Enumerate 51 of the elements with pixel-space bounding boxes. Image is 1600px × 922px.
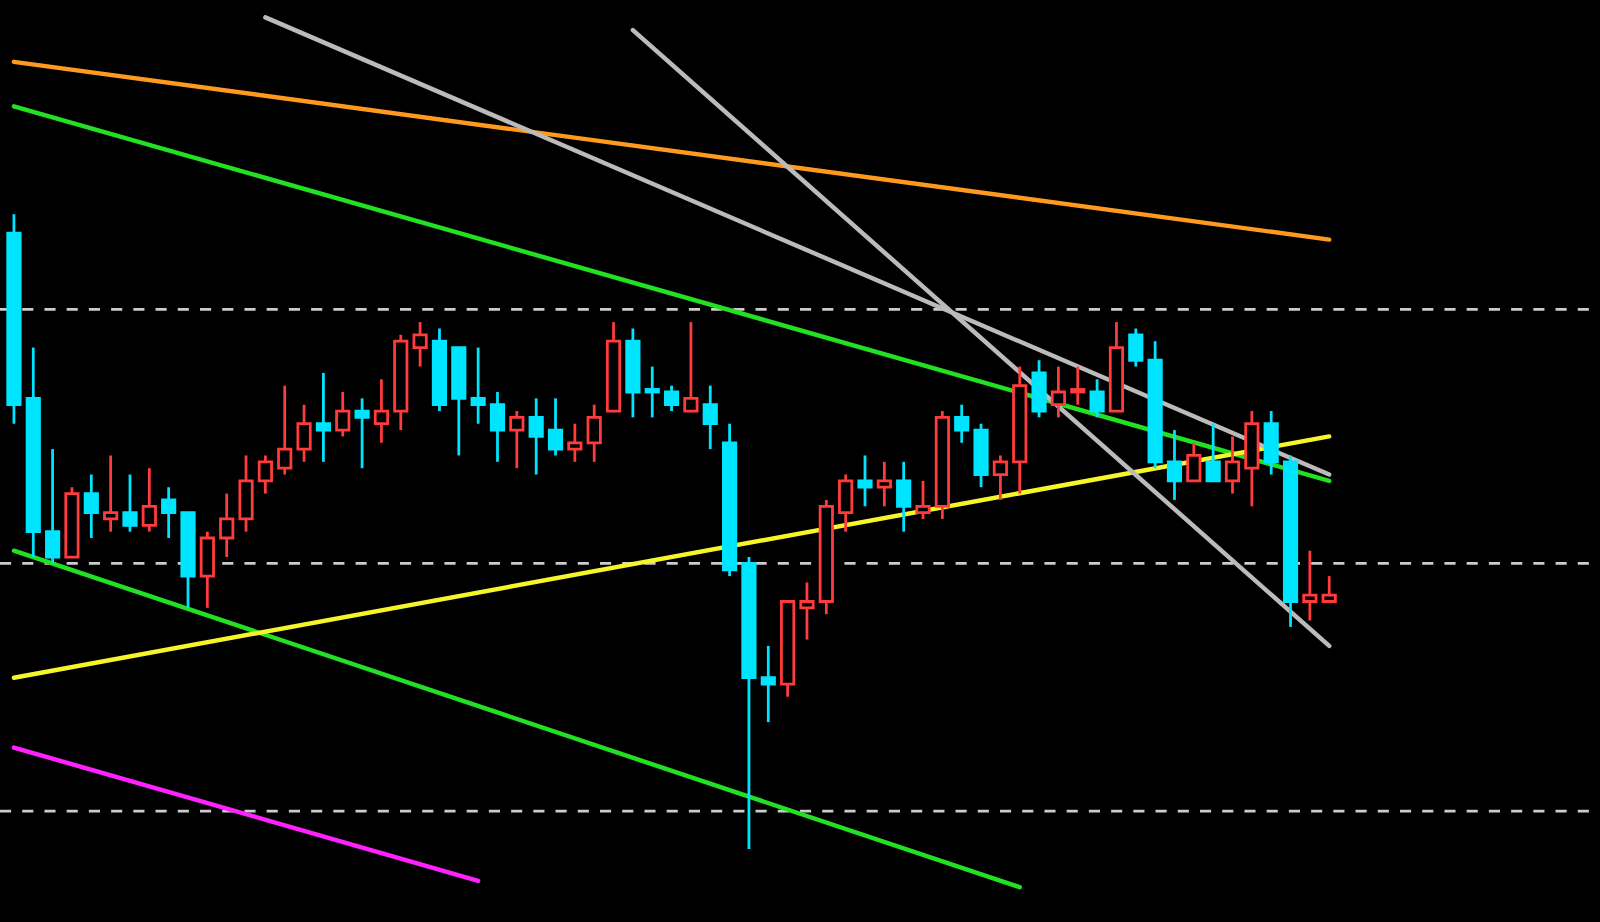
candlestick	[663, 384, 680, 413]
candlestick	[567, 422, 583, 464]
candlestick	[876, 460, 892, 508]
candlestick	[238, 454, 254, 534]
candlestick	[83, 473, 99, 540]
candlestick	[1186, 441, 1202, 483]
candlestick	[954, 403, 970, 445]
candlestick	[1089, 377, 1105, 419]
candlestick	[547, 396, 564, 457]
candlestick	[1263, 409, 1279, 476]
candlestick	[838, 473, 854, 534]
candlestick	[760, 644, 776, 724]
candlestick	[122, 473, 138, 534]
candlestick	[335, 390, 351, 438]
candlestick	[1321, 574, 1337, 603]
candlestick	[1244, 409, 1260, 508]
candlestick	[1302, 549, 1318, 622]
candlestick	[141, 466, 157, 534]
candlestick	[1031, 358, 1047, 419]
candlestick	[489, 390, 506, 464]
candlestick	[528, 396, 544, 476]
candlestick	[45, 447, 61, 565]
candlestick	[373, 377, 390, 445]
candlestick	[915, 479, 931, 521]
candlestick	[257, 454, 273, 495]
candlestick	[1050, 365, 1066, 419]
candlestick	[1070, 365, 1086, 407]
candlestick	[702, 384, 718, 451]
candlestick	[1224, 435, 1241, 495]
candlestick	[683, 320, 699, 413]
candlestick	[857, 454, 873, 508]
candlestick	[412, 320, 428, 368]
candlestick	[896, 460, 912, 534]
candlestick	[799, 581, 815, 641]
candlestick	[509, 409, 525, 470]
candlestick	[354, 396, 370, 470]
candlestick	[586, 403, 602, 464]
candlestick	[103, 454, 119, 534]
candlestick	[277, 384, 293, 476]
candlestick	[315, 371, 331, 464]
candlestick	[199, 530, 215, 610]
candlestick	[973, 422, 989, 489]
candlestick	[1128, 327, 1144, 368]
candlestick	[1205, 422, 1221, 483]
candlestick	[470, 346, 486, 426]
candlestick	[1166, 428, 1183, 502]
candlestick	[219, 492, 235, 559]
candlestick	[161, 485, 177, 540]
candlestick	[296, 403, 312, 464]
candlestick	[992, 454, 1008, 502]
candlestick	[644, 365, 660, 419]
